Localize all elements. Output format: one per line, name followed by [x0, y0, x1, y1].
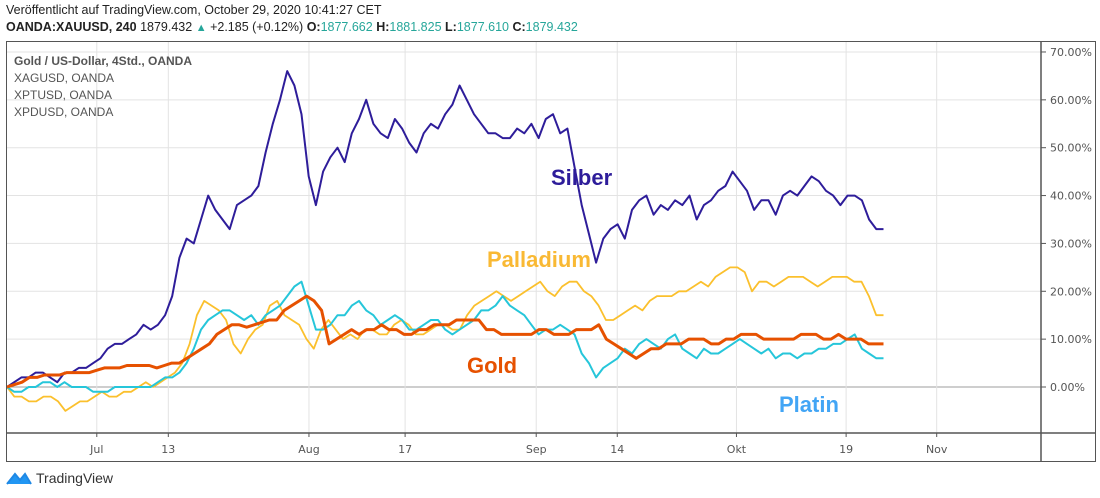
x-tick-label: 17: [398, 443, 412, 456]
legend-item-palladium[interactable]: XPDUSD, OANDA: [14, 105, 114, 119]
annotation-gold: Gold: [467, 353, 518, 378]
y-tick-label: 30.00%: [1050, 237, 1092, 250]
y-tick-label: 0.00%: [1050, 381, 1085, 394]
legend-item-silver[interactable]: XAGUSD, OANDA: [14, 71, 115, 85]
y-tick-label: 10.00%: [1050, 333, 1092, 346]
series-lines: [6, 70, 884, 412]
price-change: +2.185 (+0.12%): [210, 20, 304, 34]
last-price: 1879.432: [140, 20, 193, 34]
y-axis: 0.00% 10.00% 20.00% 30.00% 40.00% 50.00% 60.00…: [1040, 41, 1092, 462]
x-tick-label: Jul: [89, 443, 103, 456]
legend-item-gold[interactable]: Gold / US-Dollar, 4Std., OANDA: [14, 54, 193, 68]
annotation-palladium: Palladium: [487, 247, 591, 272]
high-label: H:: [376, 20, 390, 34]
x-tick-label: 19: [839, 443, 853, 456]
series-line-silber: [6, 70, 884, 388]
series-line-gold: [6, 294, 884, 389]
y-tick-label: 70.00%: [1050, 46, 1092, 59]
open-value: 1877.662: [320, 20, 373, 34]
legend: Gold / US-Dollar, 4Std., OANDA XAGUSD, O…: [14, 53, 192, 121]
published-info: Veröffentlicht auf TradingView.com, Octo…: [6, 3, 382, 17]
annotation-platin: Platin: [779, 392, 839, 417]
low-label: L:: [445, 20, 457, 34]
close-value: 1879.432: [525, 20, 578, 34]
legend-item-platinum[interactable]: XPTUSD, OANDA: [14, 88, 113, 102]
chart-frame: [6, 41, 1096, 462]
low-value: 1877.610: [456, 20, 509, 34]
x-tick-label: Nov: [926, 443, 948, 456]
x-tick-label: Okt: [727, 443, 747, 456]
x-axis: Jul 13 Aug 17 Sep 14 Okt 19 Nov: [7, 432, 1095, 456]
y-tick-label: 50.00%: [1050, 142, 1092, 155]
series-line-platin: [6, 280, 884, 393]
close-label: C:: [512, 20, 526, 34]
symbol-info-bar: OANDA:XAUUSD, 240 1879.432 ▲ +2.185 (+0.…: [6, 20, 578, 34]
annotation-silber: Silber: [551, 165, 613, 190]
x-tick-label: 14: [610, 443, 624, 456]
y-tick-label: 60.00%: [1050, 94, 1092, 107]
x-tick-label: 13: [161, 443, 175, 456]
brand-name: TradingView: [36, 470, 114, 486]
tradingview-logo[interactable]: TradingView: [6, 470, 113, 486]
up-triangle-icon: ▲: [195, 22, 207, 34]
x-tick-label: Aug: [298, 443, 319, 456]
high-value: 1881.825: [389, 20, 442, 34]
y-tick-label: 40.00%: [1050, 190, 1092, 203]
open-label: O:: [306, 20, 321, 34]
symbol-name: OANDA:XAUUSD, 240: [6, 20, 137, 34]
x-tick-label: Sep: [526, 443, 547, 456]
tradingview-cloud-icon: [6, 472, 32, 485]
y-tick-label: 20.00%: [1050, 285, 1092, 298]
